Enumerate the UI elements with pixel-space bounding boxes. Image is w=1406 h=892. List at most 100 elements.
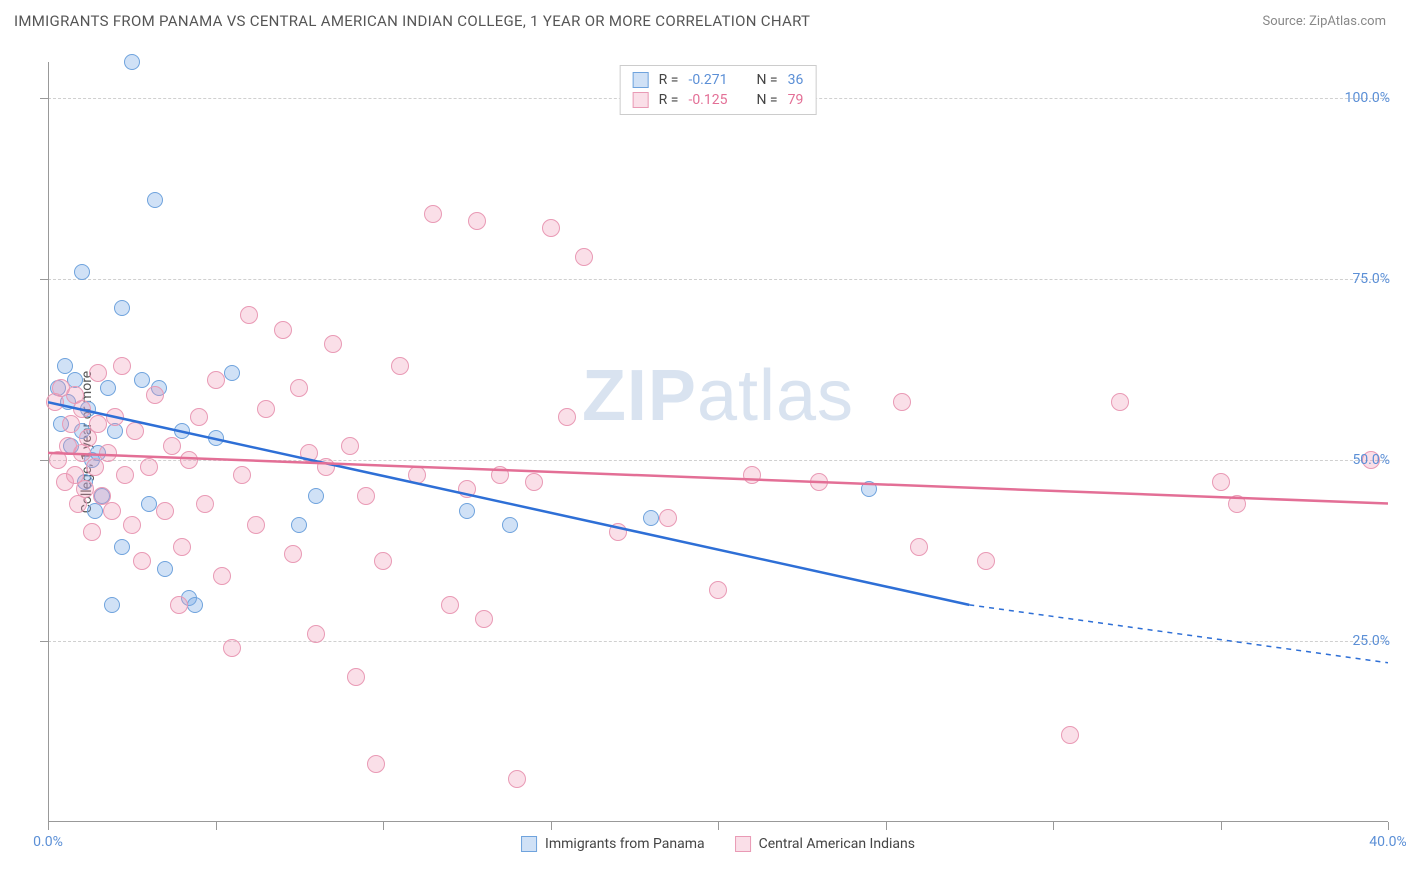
y-tick-label: 50.0% bbox=[1352, 452, 1390, 468]
legend-series-label: Central American Indians bbox=[759, 836, 915, 852]
data-point-panama bbox=[141, 496, 157, 512]
data-point-central_american_indian bbox=[1212, 473, 1230, 491]
data-point-panama bbox=[459, 503, 475, 519]
legend-top: R =-0.271N =36R =-0.125N =79 bbox=[620, 65, 817, 115]
watermark-prefix: ZIP bbox=[582, 356, 697, 436]
data-point-central_american_indian bbox=[223, 639, 241, 657]
legend-r-value: -0.271 bbox=[688, 72, 740, 88]
source-label: Source: ZipAtlas.com bbox=[1262, 14, 1386, 29]
legend-swatch-icon bbox=[521, 836, 537, 852]
x-tick bbox=[1221, 822, 1222, 830]
data-point-central_american_indian bbox=[357, 487, 375, 505]
x-tick bbox=[718, 822, 719, 830]
trendline-dash-panama bbox=[969, 605, 1388, 663]
data-point-central_american_indian bbox=[324, 335, 342, 353]
data-point-central_american_indian bbox=[274, 321, 292, 339]
data-point-central_american_indian bbox=[73, 400, 91, 418]
y-tick-label: 75.0% bbox=[1352, 271, 1390, 287]
legend-n-label: N = bbox=[756, 92, 777, 108]
x-tick-label: 0.0% bbox=[33, 834, 63, 850]
legend-series-label: Immigrants from Panama bbox=[545, 836, 705, 852]
data-point-central_american_indian bbox=[910, 538, 928, 556]
data-point-central_american_indian bbox=[207, 371, 225, 389]
data-point-panama bbox=[157, 561, 173, 577]
legend-n-value: 36 bbox=[788, 72, 804, 88]
data-point-central_american_indian bbox=[284, 545, 302, 563]
data-point-central_american_indian bbox=[408, 466, 426, 484]
data-point-central_american_indian bbox=[1061, 726, 1079, 744]
chart-title: IMMIGRANTS FROM PANAMA VS CENTRAL AMERIC… bbox=[14, 12, 810, 30]
data-point-central_american_indian bbox=[196, 495, 214, 513]
data-point-central_american_indian bbox=[424, 205, 442, 223]
legend-row-central_american_indian: R =-0.125N =79 bbox=[633, 90, 804, 110]
data-point-panama bbox=[861, 481, 877, 497]
y-axis bbox=[48, 62, 49, 822]
data-point-central_american_indian bbox=[525, 473, 543, 491]
x-tick bbox=[383, 822, 384, 830]
legend-row-panama: R =-0.271N =36 bbox=[633, 70, 804, 90]
gridline bbox=[48, 279, 1388, 280]
data-point-central_american_indian bbox=[391, 357, 409, 375]
data-point-central_american_indian bbox=[116, 466, 134, 484]
data-point-central_american_indian bbox=[156, 502, 174, 520]
data-point-central_american_indian bbox=[491, 466, 509, 484]
data-point-central_american_indian bbox=[99, 444, 117, 462]
x-tick bbox=[1388, 822, 1389, 830]
trend-lines bbox=[48, 62, 1388, 822]
data-point-central_american_indian bbox=[709, 581, 727, 599]
x-tick bbox=[1053, 822, 1054, 830]
data-point-central_american_indian bbox=[113, 357, 131, 375]
legend-r-label: R = bbox=[659, 72, 679, 88]
data-point-panama bbox=[291, 517, 307, 533]
data-point-central_american_indian bbox=[257, 400, 275, 418]
y-tick-label: 100.0% bbox=[1345, 90, 1390, 106]
y-tick-label: 25.0% bbox=[1352, 633, 1390, 649]
data-point-central_american_indian bbox=[458, 480, 476, 498]
x-tick bbox=[216, 822, 217, 830]
data-point-panama bbox=[308, 488, 324, 504]
data-point-panama bbox=[74, 264, 90, 280]
data-point-central_american_indian bbox=[163, 437, 181, 455]
data-point-central_american_indian bbox=[341, 437, 359, 455]
x-tick bbox=[551, 822, 552, 830]
data-point-central_american_indian bbox=[893, 393, 911, 411]
watermark: ZIPatlas bbox=[582, 355, 854, 437]
data-point-panama bbox=[114, 539, 130, 555]
data-point-central_american_indian bbox=[123, 516, 141, 534]
data-point-central_american_indian bbox=[133, 552, 151, 570]
data-point-central_american_indian bbox=[558, 408, 576, 426]
data-point-panama bbox=[134, 372, 150, 388]
data-point-central_american_indian bbox=[575, 248, 593, 266]
data-point-central_american_indian bbox=[508, 770, 526, 788]
data-point-central_american_indian bbox=[103, 502, 121, 520]
data-point-central_american_indian bbox=[475, 610, 493, 628]
data-point-central_american_indian bbox=[977, 552, 995, 570]
data-point-central_american_indian bbox=[140, 458, 158, 476]
data-point-central_american_indian bbox=[367, 755, 385, 773]
chart-area: College, 1 year or more ZIPatlas R =-0.2… bbox=[48, 62, 1388, 822]
data-point-central_american_indian bbox=[89, 415, 107, 433]
data-point-central_american_indian bbox=[173, 538, 191, 556]
data-point-central_american_indian bbox=[240, 306, 258, 324]
data-point-central_american_indian bbox=[290, 379, 308, 397]
legend-r-value: -0.125 bbox=[688, 92, 740, 108]
data-point-central_american_indian bbox=[86, 458, 104, 476]
legend-series-panama: Immigrants from Panama bbox=[521, 836, 705, 852]
legend-swatch-icon bbox=[633, 92, 649, 108]
data-point-central_american_indian bbox=[1111, 393, 1129, 411]
gridline bbox=[48, 641, 1388, 642]
data-point-central_american_indian bbox=[743, 466, 761, 484]
data-point-central_american_indian bbox=[233, 466, 251, 484]
data-point-panama bbox=[187, 597, 203, 613]
y-tick bbox=[40, 279, 48, 280]
data-point-central_american_indian bbox=[180, 451, 198, 469]
data-point-central_american_indian bbox=[213, 567, 231, 585]
data-point-panama bbox=[502, 517, 518, 533]
legend-swatch-icon bbox=[735, 836, 751, 852]
data-point-central_american_indian bbox=[190, 408, 208, 426]
data-point-central_american_indian bbox=[659, 509, 677, 527]
data-point-panama bbox=[174, 423, 190, 439]
data-point-central_american_indian bbox=[83, 523, 101, 541]
data-point-central_american_indian bbox=[76, 480, 94, 498]
y-tick bbox=[40, 460, 48, 461]
